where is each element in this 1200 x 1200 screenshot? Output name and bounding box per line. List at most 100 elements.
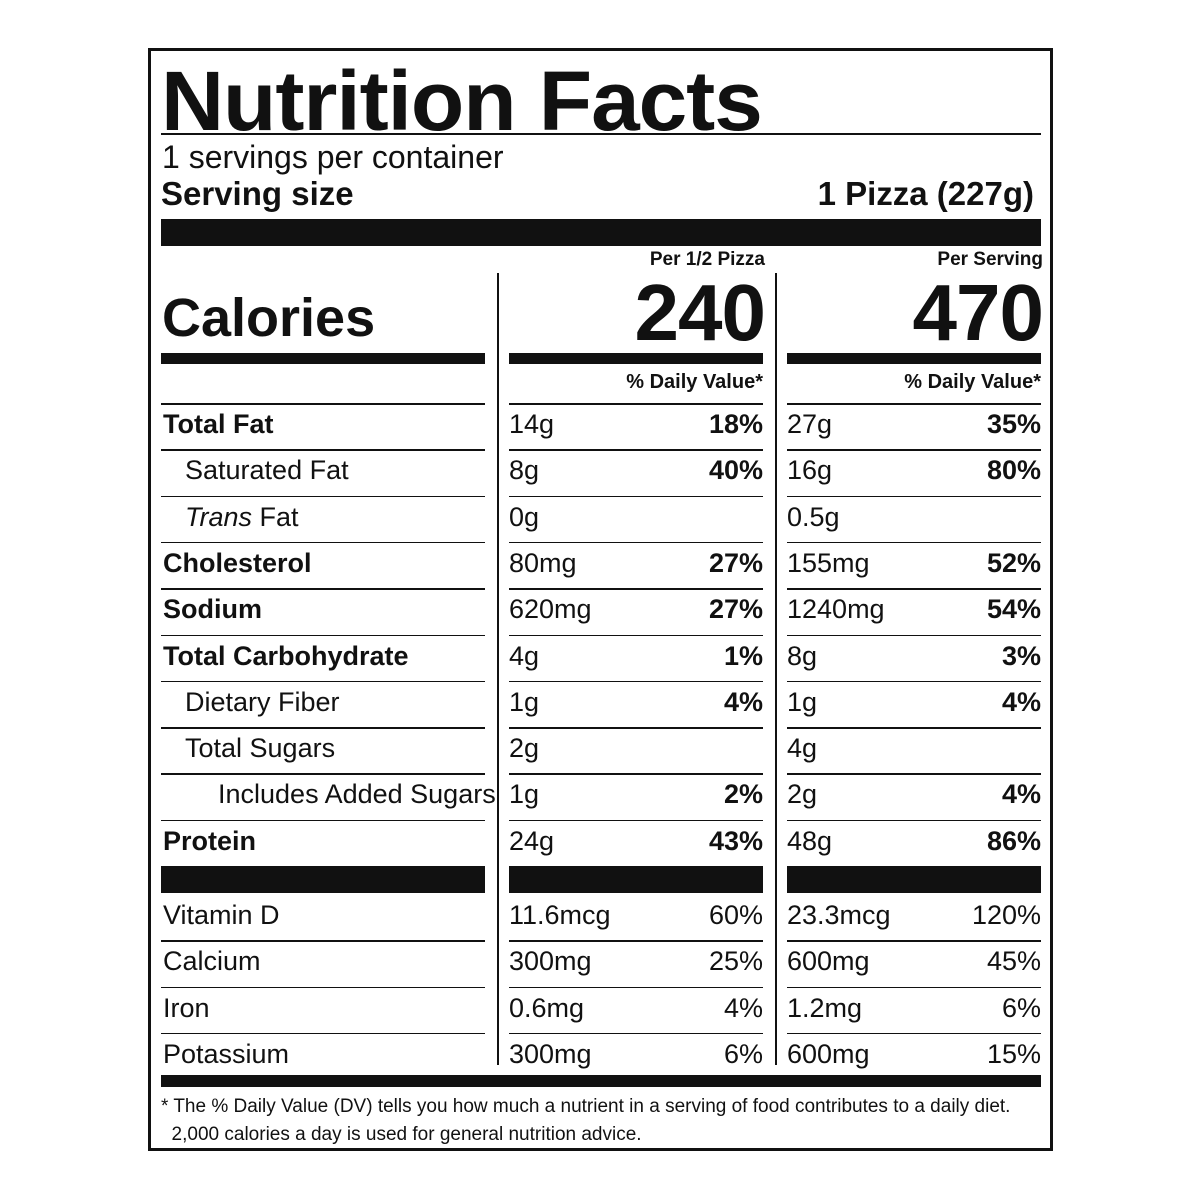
vitamin-row: Potassium 300mg 6% 600mg 15% bbox=[151, 1033, 1051, 1079]
servings-per-container: 1 servings per container bbox=[162, 139, 504, 175]
nutrient-name: Cholesterol bbox=[163, 547, 312, 578]
nutrient-name-italic: Trans bbox=[185, 501, 253, 532]
amount-value: 2g bbox=[509, 733, 540, 764]
row-divider bbox=[161, 495, 485, 498]
vitamin-band bbox=[787, 866, 1041, 893]
column-separator bbox=[497, 273, 499, 1065]
nutrient-name: Total Carbohydrate bbox=[163, 640, 409, 671]
row-divider bbox=[787, 773, 1041, 775]
nutrient-name: Dietary Fiber bbox=[185, 686, 340, 717]
daily-value-percent: 15% bbox=[986, 1038, 1041, 1069]
daily-value-percent: 54% bbox=[986, 594, 1041, 625]
column-heading-half: Per 1/2 Pizza bbox=[649, 249, 765, 270]
amount-value: 11.6mcg bbox=[509, 900, 611, 930]
amount-value: 0.6mg bbox=[509, 992, 585, 1023]
daily-value-percent: 2% bbox=[723, 779, 763, 810]
nutrient-row: Protein 24g 43% 48g 86% bbox=[151, 820, 1051, 866]
amount-value: 600mg bbox=[787, 946, 870, 977]
nutrient-name: Calcium bbox=[163, 946, 261, 977]
row-divider bbox=[787, 727, 1041, 729]
row-divider bbox=[509, 449, 763, 451]
footnote-line-1: * The % Daily Value (DV) tells you how m… bbox=[161, 1096, 1011, 1117]
daily-value-percent: 6% bbox=[1001, 992, 1041, 1023]
row-divider bbox=[509, 1032, 763, 1035]
daily-value-percent: 1% bbox=[723, 640, 763, 671]
nutrient-name: Includes Added Sugars bbox=[218, 779, 496, 810]
serving-size-label: Serving size bbox=[161, 175, 354, 212]
amount-value: 1g bbox=[787, 686, 818, 717]
nutrient-row: Saturated Fat 8g 40% 16g 80% bbox=[151, 449, 1051, 495]
nutrient-name: Trans Fat bbox=[185, 502, 299, 533]
nutrient-row: Cholesterol 80mg 27% 155mg 52% bbox=[151, 542, 1051, 588]
daily-value-percent: 6% bbox=[723, 1038, 763, 1069]
column-separator bbox=[775, 273, 777, 1065]
nutrient-name: Saturated Fat bbox=[185, 455, 349, 486]
nutrient-row: Dietary Fiber 1g 4% 1g 4% bbox=[151, 681, 1051, 727]
row-divider bbox=[161, 986, 485, 989]
nutrient-name: Potassium bbox=[163, 1038, 290, 1069]
row-divider bbox=[787, 449, 1041, 451]
amount-value: 23.3mcg bbox=[787, 900, 891, 930]
amount-value: 620mg bbox=[509, 594, 592, 625]
nutrient-row: Total Carbohydrate 4g 1% 8g 3% bbox=[151, 635, 1051, 681]
row-divider bbox=[161, 541, 485, 544]
row-divider bbox=[509, 588, 763, 590]
daily-value-percent: 35% bbox=[986, 409, 1041, 439]
row-divider bbox=[787, 588, 1041, 590]
daily-value-percent: 52% bbox=[986, 547, 1041, 578]
amount-value: 4g bbox=[509, 640, 540, 671]
row-divider bbox=[161, 773, 485, 775]
row-divider bbox=[787, 986, 1041, 989]
nutrient-name: Total Sugars bbox=[185, 733, 336, 764]
row-divider bbox=[161, 940, 485, 942]
row-divider bbox=[787, 634, 1041, 636]
amount-value: 80mg bbox=[509, 547, 577, 578]
nutrient-name: Sodium bbox=[163, 594, 262, 625]
amount-value: 14g bbox=[509, 409, 555, 439]
row-divider bbox=[509, 727, 763, 729]
row-divider bbox=[787, 940, 1041, 942]
amount-value: 16g bbox=[787, 455, 833, 486]
daily-value-percent: 27% bbox=[708, 594, 763, 625]
daily-value-percent: 86% bbox=[986, 825, 1041, 856]
row-divider bbox=[161, 680, 485, 683]
footnote-line-2: 2,000 calories a day is used for general… bbox=[161, 1124, 642, 1145]
amount-value: 8g bbox=[509, 455, 540, 486]
vitamin-row: Iron 0.6mg 4% 1.2mg 6% bbox=[151, 987, 1051, 1033]
vitamin-band bbox=[509, 866, 763, 893]
daily-value-percent: 40% bbox=[708, 455, 763, 486]
calories-rule bbox=[161, 353, 485, 364]
nutrient-row: Trans Fat 0g 0.5g bbox=[151, 496, 1051, 542]
vitamin-band bbox=[161, 866, 485, 893]
nutrient-name: Total Fat bbox=[163, 409, 274, 439]
daily-value-percent: 3% bbox=[1001, 640, 1041, 671]
row-divider bbox=[509, 819, 763, 822]
daily-value-percent: 4% bbox=[723, 992, 763, 1023]
nutrient-name: Vitamin D bbox=[163, 900, 280, 930]
amount-value: 2g bbox=[787, 779, 818, 810]
row-divider bbox=[161, 588, 485, 590]
nutrient-row: Sodium 620mg 27% 1240mg 54% bbox=[151, 588, 1051, 634]
amount-value: 8g bbox=[787, 640, 818, 671]
column-heading-serving: Per Serving bbox=[937, 249, 1043, 270]
row-divider bbox=[509, 986, 763, 989]
calories-rule bbox=[509, 353, 763, 364]
nutrient-row: Total Sugars 2g 4g bbox=[151, 727, 1051, 773]
daily-value-percent: 27% bbox=[708, 547, 763, 578]
daily-value-heading: % Daily Value* bbox=[904, 371, 1041, 393]
thick-divider-top bbox=[161, 219, 1041, 246]
calories-label: Calories bbox=[162, 288, 376, 348]
row-divider bbox=[787, 403, 1041, 405]
row-divider bbox=[787, 819, 1041, 822]
amount-value: 155mg bbox=[787, 547, 870, 578]
daily-value-percent: 120% bbox=[971, 900, 1041, 930]
row-divider bbox=[787, 541, 1041, 544]
row-divider bbox=[509, 773, 763, 775]
amount-value: 0.5g bbox=[787, 501, 840, 532]
calories-half: 240 bbox=[634, 268, 766, 357]
calories-rule bbox=[787, 353, 1041, 364]
daily-value-percent: 4% bbox=[723, 686, 763, 717]
daily-value-percent: 60% bbox=[708, 900, 763, 930]
amount-value: 1g bbox=[509, 686, 540, 717]
amount-value: 1.2mg bbox=[787, 992, 863, 1023]
